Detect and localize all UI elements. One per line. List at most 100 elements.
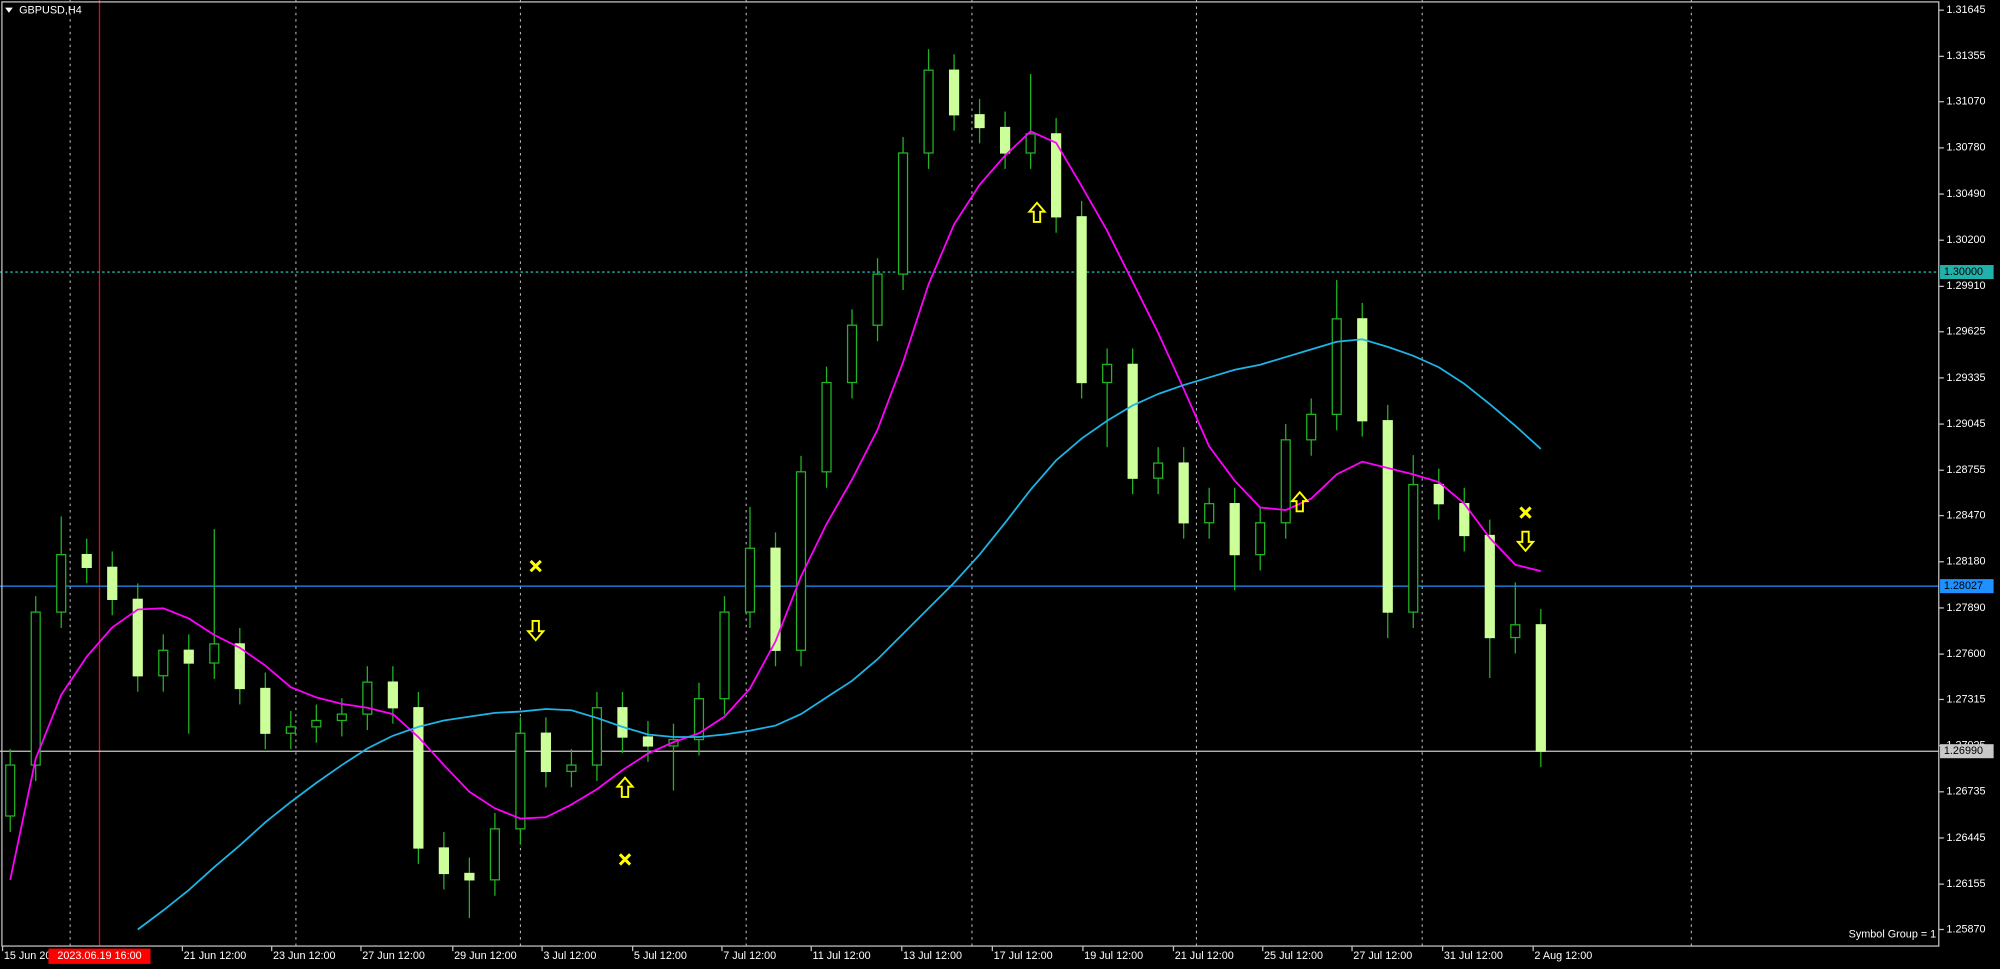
price-level-tag bbox=[1940, 579, 1994, 594]
candle-body bbox=[489, 828, 500, 881]
candle-body bbox=[1025, 133, 1036, 154]
x-tick-label: 15 Jun 2023 bbox=[4, 950, 64, 962]
candle-body bbox=[719, 611, 730, 700]
y-tick-label: 1.29910 bbox=[1946, 280, 1985, 292]
candle-body bbox=[897, 152, 909, 275]
candle-body bbox=[744, 547, 756, 613]
candle-body bbox=[158, 649, 169, 677]
candle-body bbox=[183, 649, 194, 664]
x-tick-label: 13 Jul 12:00 bbox=[903, 950, 962, 962]
candle-body bbox=[56, 553, 67, 613]
candle-body bbox=[1382, 420, 1393, 613]
y-tick-label: 1.31355 bbox=[1946, 50, 1985, 62]
x-tick-label: 25 Jul 12:00 bbox=[1264, 950, 1323, 962]
price-level-label: 1.30000 bbox=[1944, 266, 1983, 278]
y-tick-label: 1.29335 bbox=[1946, 372, 1985, 384]
candle-body bbox=[234, 643, 245, 690]
candle-body bbox=[642, 736, 654, 747]
candle-body bbox=[1255, 522, 1266, 556]
chart-title: GBPUSD,H4 bbox=[19, 5, 82, 17]
y-tick-label: 1.28755 bbox=[1946, 464, 1985, 476]
menu-triangle[interactable] bbox=[5, 7, 13, 13]
signal-arrow bbox=[525, 620, 546, 642]
candle-body bbox=[1102, 363, 1113, 384]
candle-body bbox=[285, 726, 296, 734]
candle-body bbox=[872, 273, 883, 326]
x-tick-label: 2 Aug 12:00 bbox=[1534, 950, 1592, 962]
candle-body bbox=[1051, 133, 1062, 218]
candle-body bbox=[107, 566, 118, 600]
candle-body bbox=[617, 707, 628, 738]
candle-body bbox=[1331, 318, 1342, 416]
footer-note: Symbol Group = 1 bbox=[1849, 928, 1937, 940]
candle-body bbox=[795, 471, 807, 651]
x-tick-label: 21 Jun 12:00 bbox=[184, 950, 247, 962]
candle-body bbox=[846, 324, 858, 384]
x-tick-label: 27 Jul 12:00 bbox=[1353, 950, 1412, 962]
x-tick-label: 19 Jul 12:00 bbox=[1084, 950, 1143, 962]
x-tick-label: 5 Jul 12:00 bbox=[634, 950, 687, 962]
candle-body bbox=[591, 707, 603, 766]
candle-body bbox=[260, 687, 271, 734]
y-tick-label: 1.31070 bbox=[1946, 96, 1985, 108]
signal-arrow bbox=[1515, 530, 1536, 553]
candle-body bbox=[1510, 624, 1521, 639]
x-tick-label: 23 Jun 12:00 bbox=[273, 950, 336, 962]
y-tick-label: 1.31645 bbox=[1946, 4, 1985, 16]
x-tick-label: 17 Jul 12:00 bbox=[994, 950, 1053, 962]
y-tick-label: 1.27600 bbox=[1946, 648, 1985, 660]
axis-layer: 1.31645 1.31355 1.31070 1.30780 1.30490 1.302… bbox=[1, 4, 1994, 964]
y-tick-label: 1.28470 bbox=[1946, 509, 1985, 521]
grid-layer bbox=[69, 0, 1692, 947]
candle-body bbox=[1000, 126, 1011, 154]
candle-body bbox=[974, 114, 985, 129]
moving-average bbox=[137, 338, 1542, 931]
candle-body bbox=[1306, 413, 1317, 441]
candle-body bbox=[30, 611, 41, 766]
candle-layer bbox=[5, 49, 1546, 919]
candle-body bbox=[540, 732, 552, 773]
candle-body bbox=[1127, 363, 1138, 479]
plot-border bbox=[1, 1, 1940, 947]
moving-average bbox=[9, 130, 1542, 881]
y-tick-label: 1.29625 bbox=[1946, 326, 1985, 338]
signal-arrow bbox=[1027, 201, 1047, 223]
candle-body bbox=[362, 681, 373, 715]
candle-body bbox=[387, 681, 398, 709]
candle-body bbox=[1484, 534, 1495, 639]
x-tick-label: 29 Jun 12:00 bbox=[454, 950, 517, 962]
candle-body bbox=[1357, 318, 1368, 422]
cursor-tag bbox=[48, 948, 151, 964]
y-tick-label: 1.30490 bbox=[1946, 188, 1985, 200]
candle-body bbox=[1408, 483, 1419, 613]
signal-cross bbox=[1519, 506, 1532, 519]
x-tick-label: 7 Jul 12:00 bbox=[723, 950, 776, 962]
candle-body bbox=[566, 764, 577, 773]
candle-body bbox=[821, 381, 832, 473]
x-tick-label: 27 Jun 12:00 bbox=[362, 950, 425, 962]
candle-body bbox=[948, 69, 960, 116]
signal-cross bbox=[529, 559, 542, 573]
price-level-label: 1.26990 bbox=[1944, 745, 1983, 757]
candle-body bbox=[1535, 624, 1546, 752]
y-tick-label: 1.26735 bbox=[1946, 786, 1985, 798]
price-level-tag bbox=[1940, 744, 1994, 759]
candle-body bbox=[1178, 462, 1189, 524]
y-tick-label: 1.30200 bbox=[1946, 234, 1985, 246]
candle-body bbox=[1204, 503, 1215, 524]
x-tick-label: 21 Jul 12:00 bbox=[1175, 950, 1234, 962]
candle-body bbox=[81, 553, 92, 568]
candle-body bbox=[1280, 439, 1291, 524]
y-tick-label: 1.26445 bbox=[1946, 832, 1985, 844]
candle-body bbox=[515, 732, 526, 830]
y-tick-label: 1.28180 bbox=[1946, 556, 1985, 568]
overlay-layer bbox=[9, 130, 1542, 931]
marker-layer bbox=[525, 201, 1536, 866]
cursor-label: 2023.06.19 16:00 bbox=[57, 950, 141, 962]
x-tick-label: 3 Jul 12:00 bbox=[543, 950, 596, 962]
candle-body bbox=[693, 698, 705, 741]
level-layer bbox=[0, 271, 1939, 752]
signal-arrow bbox=[615, 776, 635, 798]
candle-body bbox=[1433, 483, 1444, 505]
